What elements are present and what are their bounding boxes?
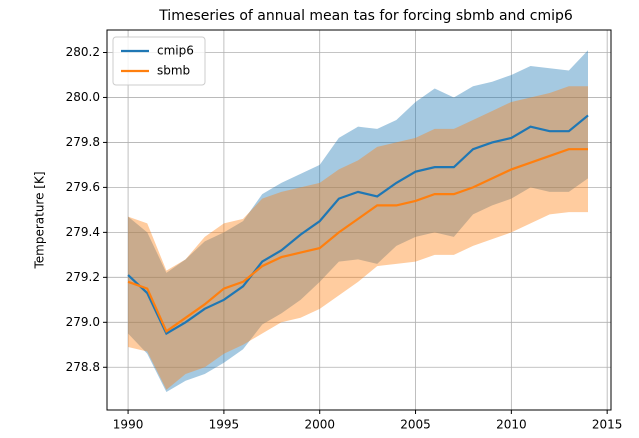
x-tick-label: 1995	[209, 418, 240, 432]
band	[128, 86, 589, 390]
y-tick-label: 279.0	[66, 315, 100, 329]
y-tick-label: 279.2	[66, 270, 100, 284]
x-tick-label: 2000	[304, 418, 335, 432]
y-axis-label: Temperature [K]	[33, 171, 47, 269]
band	[128, 50, 589, 393]
legend-box	[112, 36, 206, 86]
x-tick-label: 1990	[113, 418, 144, 432]
chart-title: Timeseries of annual mean tas for forcin…	[158, 8, 573, 24]
legend-label: cmip6	[157, 44, 194, 58]
legend-label: sbmb	[157, 64, 190, 78]
y-tick-label: 278.8	[66, 360, 100, 374]
x-tick-label: 2015	[592, 418, 623, 432]
plot-frame	[106, 29, 612, 411]
y-tick-label: 280.2	[66, 45, 100, 59]
y-tick-label: 279.6	[66, 180, 100, 194]
y-tick-label: 280.0	[66, 90, 100, 104]
line	[127, 114, 589, 336]
y-tick-label: 279.4	[66, 225, 100, 239]
y-tick-label: 279.8	[66, 135, 100, 149]
x-tick-label: 2010	[496, 418, 527, 432]
line	[127, 148, 589, 333]
x-tick-label: 2005	[400, 418, 431, 432]
